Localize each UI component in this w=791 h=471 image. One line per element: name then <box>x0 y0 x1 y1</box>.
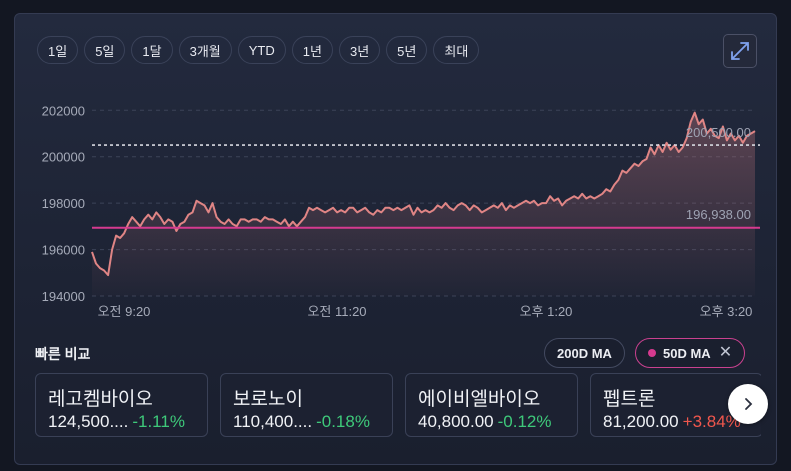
range-tab[interactable]: 1달 <box>131 36 173 64</box>
chevron-right-icon <box>745 398 753 410</box>
range-tab[interactable]: 최대 <box>433 36 480 64</box>
compare-list: 레고켐바이오 124,500.... -1.11% 보로노이 110,400...… <box>35 373 761 439</box>
compare-change: -0.18% <box>316 412 370 431</box>
compare-name: 펩트론 <box>603 389 656 410</box>
compare-price-row: 40,800.00 -0.12% <box>418 412 552 432</box>
range-tab[interactable]: 1년 <box>291 36 333 64</box>
y-tick-label: 196000 <box>42 243 85 258</box>
x-tick-label: 오후 1:20 <box>520 304 573 319</box>
compare-price-row: 110,400.... -0.18% <box>233 412 370 432</box>
y-tick-label: 194000 <box>42 289 85 304</box>
compare-change: -0.12% <box>497 412 552 431</box>
chart-card: 1일 5일 1달 3개월 YTD 1년 3년 5년 최대 202000 20000… <box>14 13 777 465</box>
ma50-label: 50D MA <box>663 345 711 361</box>
expand-icon <box>731 42 749 60</box>
expand-button[interactable] <box>723 34 757 68</box>
compare-price-row: 81,200.00 +3.84% <box>603 412 741 432</box>
ma50-dot-icon <box>648 349 656 357</box>
range-selector: 1일 5일 1달 3개월 YTD 1년 3년 5년 최대 <box>37 36 480 64</box>
range-tab[interactable]: 5년 <box>386 36 428 64</box>
range-tab[interactable]: 3개월 <box>178 36 232 64</box>
compare-name: 보로노이 <box>233 389 303 410</box>
compare-price: 110,400.... <box>233 412 313 431</box>
compare-tile[interactable]: 레고켐바이오 124,500.... -1.11% <box>35 373 208 437</box>
compare-name: 에이비엘바이오 <box>418 389 541 410</box>
range-tab[interactable]: 3년 <box>338 36 381 64</box>
quick-compare-title: 빠른 비교 <box>35 346 91 362</box>
y-tick-label: 200000 <box>42 150 85 165</box>
y-axis: 202000 200000 198000 196000 194000 <box>42 103 85 304</box>
x-tick-label: 오전 9:20 <box>98 304 151 319</box>
compare-tile[interactable]: 보로노이 110,400.... -0.18% <box>220 373 393 437</box>
next-button[interactable] <box>728 384 768 424</box>
ma200-label: 200D MA <box>557 345 612 361</box>
price-line <box>91 111 756 277</box>
y-tick-label: 198000 <box>42 196 85 211</box>
compare-price: 81,200.00 <box>603 412 679 431</box>
x-axis: 오전 9:20 오전 11:20 오후 1:20 오후 3:20 <box>98 304 753 319</box>
compare-name: 레고켐바이오 <box>48 389 153 410</box>
range-tab[interactable]: 1일 <box>37 36 79 64</box>
compare-tile[interactable]: 에이비엘바이오 40,800.00 -0.12% <box>405 373 578 437</box>
compare-change: +3.84% <box>682 412 741 431</box>
x-tick-label: 오전 11:20 <box>307 304 366 319</box>
close-icon[interactable]: ✕ <box>718 344 733 361</box>
x-tick-label: 오후 3:20 <box>700 304 753 319</box>
compare-price: 40,800.00 <box>418 412 494 431</box>
compare-price: 124,500.... <box>48 412 129 431</box>
compare-price-row: 124,500.... -1.11% <box>48 412 185 432</box>
range-tab[interactable]: 5일 <box>84 36 126 64</box>
ma200-toggle[interactable]: 200D MA <box>544 338 625 368</box>
ma-value-label: 196,938.00 <box>686 207 751 222</box>
range-tab[interactable]: YTD <box>237 36 286 64</box>
compare-change: -1.11% <box>132 412 185 431</box>
prev-close-label: 200,500.00 <box>686 125 751 140</box>
ma50-toggle[interactable]: 50D MA ✕ <box>635 338 746 368</box>
y-tick-label: 202000 <box>42 103 85 118</box>
price-area <box>92 112 755 296</box>
